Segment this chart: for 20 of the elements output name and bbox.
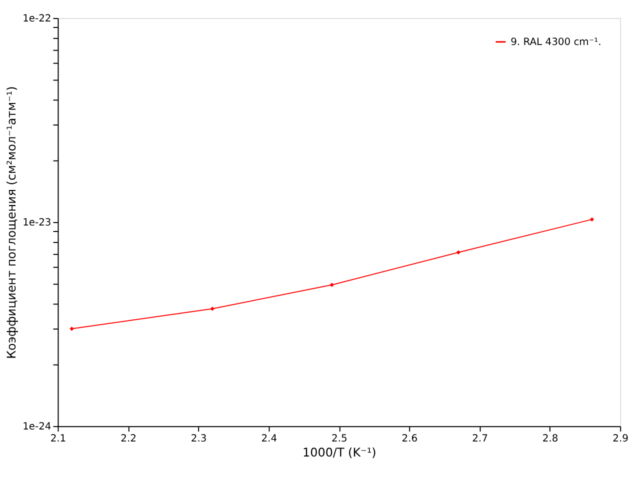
point [330, 282, 334, 288]
y-axis-title: Коэффициент поглощения (см²мол⁻¹атм⁻¹) [4, 86, 19, 359]
point [70, 326, 74, 331]
point [456, 250, 461, 255]
x-tick-label: 2.5 [332, 434, 348, 445]
x-tick-label: 2.9 [612, 434, 628, 445]
point [210, 306, 214, 311]
x-tick-label: 2.4 [261, 434, 278, 445]
point [590, 217, 594, 222]
x-tick-label: 2.1 [50, 434, 66, 445]
y-tick-label: 1e-23 [22, 218, 52, 229]
x-tick-label: 2.7 [472, 434, 488, 445]
x-tick-label: 2.6 [402, 434, 418, 445]
x-tick-label: 2.2 [120, 434, 136, 445]
y-tick-label: 1e-22 [22, 13, 52, 24]
x-axis-title: 1000/T (K⁻¹) [302, 445, 376, 460]
x-tick-label: 2.3 [190, 434, 207, 445]
legend-label: 9. RAL 4300 cm⁻¹. [510, 36, 602, 48]
y-tick-label: 1e-24 [22, 422, 52, 433]
x-tick-label: 2.8 [542, 434, 558, 445]
